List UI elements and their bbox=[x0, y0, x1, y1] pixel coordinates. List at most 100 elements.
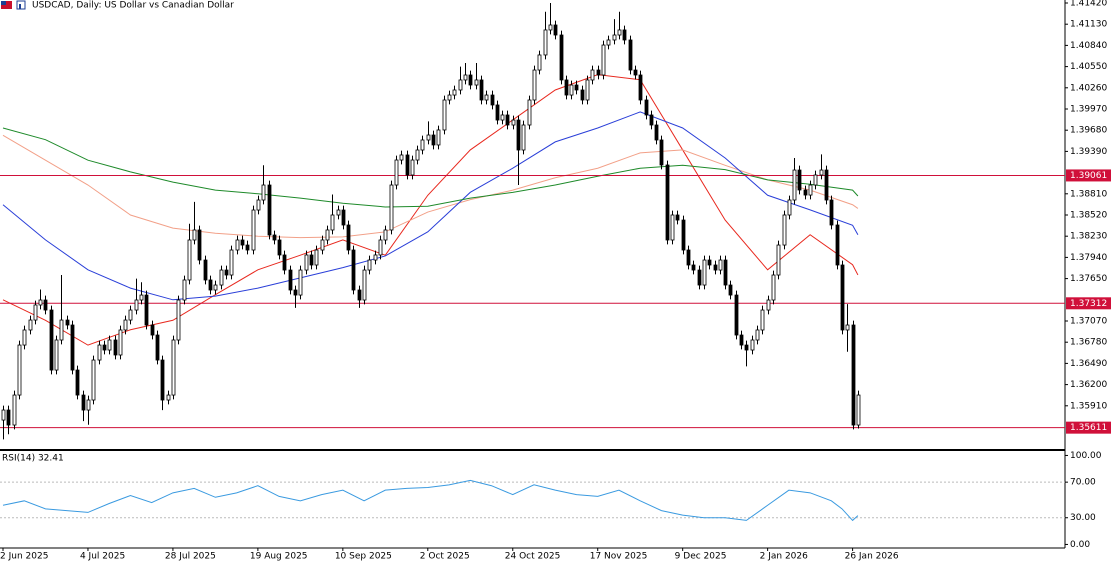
candle-body bbox=[766, 299, 771, 311]
rsi-line bbox=[2, 479, 859, 522]
candle-body bbox=[351, 249, 356, 291]
y-tick-label: 1.40260 bbox=[1070, 83, 1107, 93]
candle-body bbox=[829, 199, 834, 226]
candle-body bbox=[325, 229, 330, 241]
moving-average bbox=[2, 134, 859, 239]
y-tick-label: 1.41420 bbox=[1070, 0, 1107, 8]
candle-body bbox=[750, 339, 755, 351]
candle-body bbox=[819, 169, 824, 176]
candle-body bbox=[251, 209, 256, 251]
candle-body bbox=[17, 344, 22, 396]
candle-body bbox=[346, 224, 351, 251]
candle-body bbox=[569, 84, 574, 96]
candle-body bbox=[59, 319, 64, 341]
y-tick-label: 1.37650 bbox=[1070, 274, 1107, 284]
candle-body bbox=[431, 134, 436, 146]
y-tick-label: 1.38520 bbox=[1070, 210, 1107, 220]
x-tick-label: 17 Nov 2025 bbox=[590, 552, 648, 561]
candle-body bbox=[760, 309, 765, 331]
candle-body bbox=[341, 209, 346, 226]
candle-body bbox=[166, 394, 171, 401]
candle-body bbox=[723, 259, 728, 286]
moving-average bbox=[2, 111, 859, 301]
flag-icon bbox=[1, 1, 12, 9]
candle-body bbox=[144, 294, 149, 326]
candle-body bbox=[219, 269, 224, 286]
y-tick-label: 1.35910 bbox=[1070, 401, 1107, 411]
x-tick-label: 28 Jul 2025 bbox=[165, 552, 216, 561]
candle-body bbox=[702, 259, 707, 286]
symbol-icon bbox=[1, 0, 26, 10]
candle-body bbox=[293, 289, 298, 296]
y-tick-label: 1.38230 bbox=[1070, 232, 1107, 242]
candle-body bbox=[277, 239, 282, 256]
candle-body bbox=[240, 239, 245, 246]
rsi-label: RSI(14) 32.41 bbox=[2, 454, 64, 464]
candle-body bbox=[91, 359, 96, 401]
x-tick-label: 2 Jan 2026 bbox=[760, 552, 808, 561]
candle-body bbox=[182, 279, 187, 301]
candle-body bbox=[213, 284, 218, 291]
candle-body bbox=[150, 324, 155, 336]
candle-body bbox=[65, 319, 70, 326]
candle-body bbox=[373, 254, 378, 261]
x-tick-label: 19 Aug 2025 bbox=[250, 552, 308, 561]
candle-body bbox=[420, 139, 425, 151]
candle-body bbox=[559, 34, 564, 81]
candle-body bbox=[511, 119, 516, 126]
candle-body bbox=[505, 114, 510, 126]
x-tick-label: 24 Oct 2025 bbox=[505, 552, 561, 561]
candle-body bbox=[267, 184, 272, 236]
candle-body bbox=[357, 289, 362, 301]
candle-body bbox=[851, 324, 856, 426]
candle-body bbox=[622, 29, 627, 41]
candle-body bbox=[739, 334, 744, 346]
y-tick-label: 1.36200 bbox=[1070, 380, 1107, 390]
candle-body bbox=[22, 329, 27, 346]
candle-body bbox=[298, 269, 303, 296]
candle-body bbox=[787, 199, 792, 216]
candle-body bbox=[452, 89, 457, 96]
candle-body bbox=[102, 344, 107, 351]
candle-body bbox=[139, 294, 144, 301]
candle-body bbox=[484, 94, 489, 101]
candle-body bbox=[808, 184, 813, 196]
x-tick-label: 9 Dec 2025 bbox=[675, 552, 727, 561]
candle-body bbox=[734, 294, 739, 336]
candle-body bbox=[840, 264, 845, 331]
candle-body bbox=[458, 79, 463, 91]
candle-body bbox=[845, 324, 850, 331]
candle-body bbox=[654, 124, 659, 141]
candle-body bbox=[245, 244, 250, 251]
candle-body bbox=[12, 394, 17, 426]
y-tick-label: 1.40550 bbox=[1070, 62, 1107, 72]
candle-body bbox=[70, 324, 75, 371]
candle-body bbox=[176, 299, 181, 341]
candle-body bbox=[208, 279, 213, 291]
candle-body bbox=[282, 254, 287, 271]
candle-body bbox=[256, 199, 261, 211]
candle-body bbox=[442, 99, 447, 131]
candle-body bbox=[537, 54, 542, 71]
candle-body bbox=[665, 164, 670, 241]
candle-body bbox=[681, 219, 686, 251]
candle-body bbox=[697, 269, 702, 286]
x-tick-label: 4 Jul 2025 bbox=[80, 552, 125, 561]
candle-body bbox=[314, 249, 319, 266]
y-tick-label: 1.39680 bbox=[1070, 126, 1107, 136]
level-label-box bbox=[1066, 297, 1111, 310]
level-label: 1.39061 bbox=[1070, 171, 1107, 181]
level-label: 1.35611 bbox=[1070, 423, 1107, 433]
candle-body bbox=[691, 264, 696, 271]
candle-body bbox=[527, 99, 532, 126]
candle-body bbox=[75, 369, 80, 396]
candle-body bbox=[1, 409, 6, 421]
candle-body bbox=[755, 329, 760, 341]
candle-body bbox=[532, 69, 537, 101]
y-tick-label: 1.36490 bbox=[1070, 359, 1107, 369]
y-tick-label: 1.36780 bbox=[1070, 338, 1107, 348]
candle-body bbox=[675, 214, 680, 221]
y-tick-label: 1.38810 bbox=[1070, 189, 1107, 199]
candle-body bbox=[43, 299, 48, 311]
candle-body bbox=[628, 39, 633, 71]
